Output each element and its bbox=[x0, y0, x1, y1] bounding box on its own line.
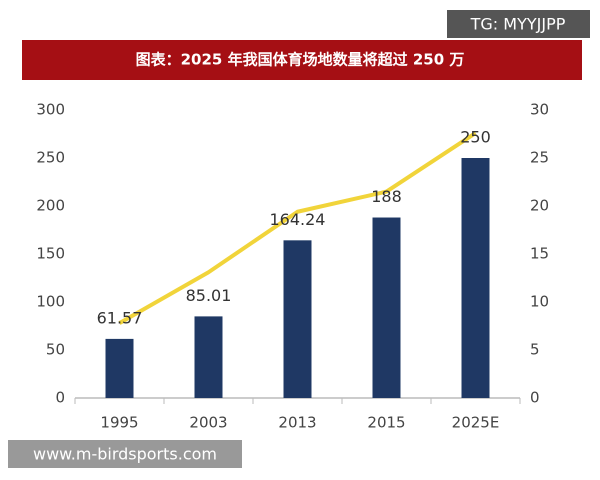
y-tick-label: 100 bbox=[36, 293, 65, 311]
data-label: 188 bbox=[371, 187, 402, 206]
y2-tick-label: 25 bbox=[530, 149, 549, 167]
watermark: www.m-birdsports.com bbox=[33, 445, 217, 464]
y2-tick-label: 5 bbox=[530, 341, 540, 359]
y2-tick-label: 10 bbox=[530, 293, 549, 311]
bar bbox=[461, 158, 490, 398]
watermark-box bbox=[447, 10, 590, 38]
y-tick-label: 250 bbox=[36, 149, 65, 167]
data-label: 61.57 bbox=[97, 308, 143, 327]
y-tick-label: 300 bbox=[36, 101, 65, 119]
x-tick-label: 2015 bbox=[367, 414, 405, 432]
data-label: 250 bbox=[460, 128, 491, 147]
chart-title: 图表：2025 年我国体育场地数量将超过 250 万 bbox=[136, 51, 465, 69]
watermark: TG: MYYJJPP bbox=[470, 15, 566, 34]
x-tick-label: 2025E bbox=[452, 414, 500, 432]
bar bbox=[372, 217, 401, 398]
x-tick-label: 2013 bbox=[278, 414, 316, 432]
y2-tick-label: 20 bbox=[530, 197, 549, 215]
data-label: 85.01 bbox=[186, 286, 232, 305]
y-tick-label: 0 bbox=[55, 389, 65, 407]
data-label: 164.24 bbox=[270, 210, 326, 229]
watermark-box bbox=[8, 440, 242, 468]
x-tick-label: 1995 bbox=[100, 414, 138, 432]
bar bbox=[283, 240, 312, 398]
y-tick-label: 50 bbox=[46, 341, 65, 359]
y2-tick-label: 30 bbox=[530, 101, 549, 119]
y2-tick-label: 0 bbox=[530, 389, 540, 407]
bar bbox=[105, 338, 134, 398]
x-tick-label: 2003 bbox=[189, 414, 227, 432]
y-tick-label: 200 bbox=[36, 197, 65, 215]
y2-tick-label: 15 bbox=[530, 245, 549, 263]
bar bbox=[194, 316, 223, 398]
line bbox=[118, 131, 477, 325]
title-banner bbox=[22, 40, 582, 80]
y-tick-label: 150 bbox=[36, 245, 65, 263]
